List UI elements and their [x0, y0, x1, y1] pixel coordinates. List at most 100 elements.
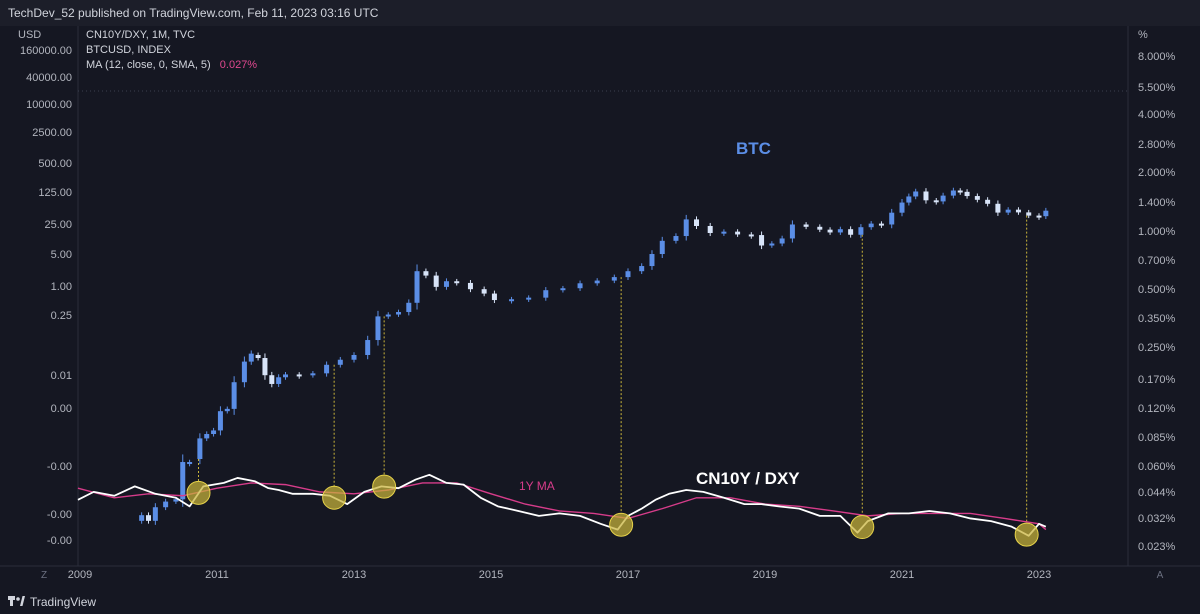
- btc-candle: [577, 283, 583, 289]
- btc-candle: [423, 271, 429, 276]
- cn10y-dxy-annotation: CN10Y / DXY: [696, 469, 800, 488]
- btc-candle: [217, 411, 223, 431]
- btc-candle: [769, 243, 775, 246]
- time-tick-label: 2023: [1027, 569, 1051, 581]
- btc-candle: [827, 229, 833, 233]
- btc-candle: [933, 200, 939, 203]
- time-tick-label: 2013: [342, 569, 366, 581]
- left-tick-label: -0.00: [47, 461, 72, 473]
- btc-candle: [940, 195, 946, 202]
- time-tick-label: 2009: [68, 569, 92, 581]
- btc-candle: [337, 359, 343, 365]
- btc-candle: [625, 271, 631, 278]
- btc-candle: [735, 231, 741, 235]
- btc-candle: [262, 358, 268, 376]
- left-tick-label: 2500.00: [32, 127, 72, 139]
- btc-candle: [837, 229, 843, 233]
- btc-candle: [868, 223, 874, 228]
- time-tick-label: 2015: [479, 569, 503, 581]
- btc-candle: [957, 190, 963, 193]
- tradingview-logo-icon: [8, 596, 25, 606]
- btc-candle: [248, 353, 254, 362]
- btc-candle: [923, 191, 929, 201]
- btc-candle: [1036, 215, 1042, 218]
- right-tick-label: 1.400%: [1138, 197, 1176, 209]
- right-tick-label: 8.000%: [1138, 51, 1176, 63]
- left-tick-label: 1.00: [51, 281, 72, 293]
- btc-candle: [283, 374, 288, 378]
- btc-candle: [899, 202, 905, 213]
- btc-candle: [878, 223, 884, 226]
- btc-candle: [659, 240, 665, 255]
- left-tick-label: 25.00: [44, 219, 72, 231]
- btc-candle: [481, 289, 487, 294]
- btc-candle: [351, 354, 357, 360]
- btc-candle: [241, 361, 247, 383]
- btc-candle: [139, 515, 145, 521]
- time-tick-label: 2017: [616, 569, 640, 581]
- publisher-text: TechDev_52 published on TradingView.com,…: [8, 6, 379, 20]
- btc-candle: [683, 219, 689, 237]
- btc-candle: [543, 290, 549, 298]
- btc-candle: [269, 375, 275, 384]
- btc-candle: [1043, 210, 1049, 217]
- cn10y-dxy-line: [77, 473, 1047, 537]
- btc-candle: [759, 235, 765, 246]
- right-tick-label: 0.700%: [1138, 255, 1176, 267]
- right-tick-label: 4.000%: [1138, 109, 1176, 121]
- btc-candle: [964, 191, 970, 197]
- right-axis-unit: %: [1138, 29, 1148, 41]
- btc-candle: [995, 203, 1001, 213]
- legend[interactable]: CN10Y/DXY, 1M, TVC BTCUSD, INDEX MA (12,…: [86, 29, 257, 71]
- right-tick-label: 0.170%: [1138, 374, 1176, 386]
- btc-candle: [889, 212, 895, 225]
- right-tick-label: 0.120%: [1138, 403, 1176, 415]
- left-tick-label: 500.00: [38, 158, 72, 170]
- btc-candle: [639, 266, 645, 272]
- signal-circle: [609, 512, 634, 537]
- legend-symbol-cn10y[interactable]: CN10Y/DXY, 1M, TVC: [86, 29, 195, 41]
- time-tick-label: 2019: [753, 569, 777, 581]
- left-tick-label: 0.01: [51, 370, 72, 382]
- signal-circle: [186, 480, 211, 505]
- btc-candle: [673, 236, 679, 241]
- signal-circle: [1014, 522, 1039, 547]
- footer-brand: TradingView: [30, 595, 96, 609]
- btc-candle: [231, 382, 237, 409]
- signal-circles: [186, 474, 1039, 547]
- btc-candle: [433, 275, 439, 287]
- right-tick-label: 5.500%: [1138, 82, 1176, 94]
- btc-candle: [858, 227, 864, 235]
- btc-candle: [396, 312, 402, 315]
- btc-candle: [180, 462, 186, 500]
- auto-scale-button[interactable]: A: [1157, 570, 1164, 581]
- signal-circle: [850, 515, 875, 540]
- btc-candle: [187, 462, 193, 465]
- right-tick-label: 0.060%: [1138, 461, 1176, 473]
- btc-candle: [197, 438, 203, 460]
- legend-ma-value: 0.027%: [220, 59, 258, 71]
- btc-candle: [491, 293, 497, 301]
- left-tick-label: 0.25: [51, 310, 72, 322]
- btc-candle: [560, 288, 566, 291]
- zoom-button[interactable]: Z: [41, 570, 47, 581]
- btc-candle: [276, 377, 282, 384]
- btc-candle: [974, 196, 980, 200]
- btc-candle: [365, 340, 371, 355]
- btc-candles: [139, 187, 1049, 525]
- time-tick-label: 2021: [890, 569, 914, 581]
- btc-candle: [848, 229, 854, 235]
- left-axis-labels: 160000.00 40000.00 10000.00 2500.00 500.…: [20, 45, 72, 547]
- btc-candle: [803, 224, 809, 227]
- right-axis-labels: 8.000% 5.500% 4.000% 2.800% 2.000% 1.400…: [1138, 51, 1176, 553]
- cn10y-dxy-line-layer: [77, 473, 1047, 537]
- legend-ma[interactable]: MA (12, close, 0, SMA, 5) 0.027%: [86, 59, 257, 71]
- legend-symbol-btcusd[interactable]: BTCUSD, INDEX: [86, 44, 172, 56]
- plot-area: [78, 26, 1128, 566]
- btc-candle: [594, 280, 600, 284]
- btc-candle: [310, 373, 316, 376]
- btc-candle: [913, 191, 919, 197]
- left-tick-label: -0.00: [47, 535, 72, 547]
- btc-candle: [1026, 212, 1032, 216]
